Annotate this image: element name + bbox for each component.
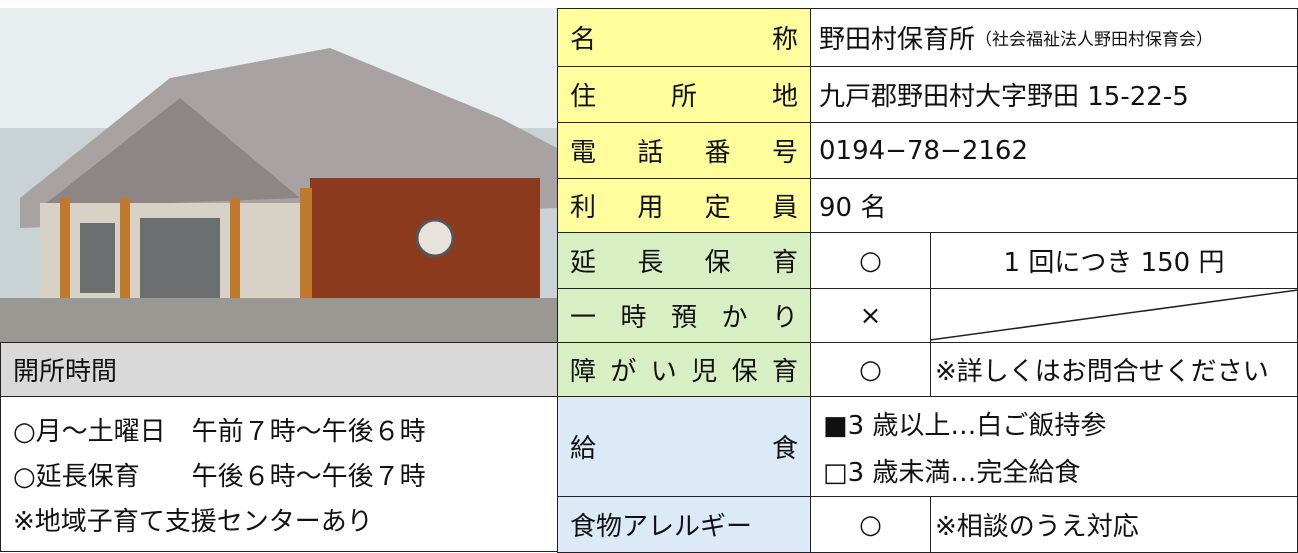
row-detail: 1 回につき 150 円 (930, 232, 1298, 289)
row-mark: × (810, 288, 931, 343)
value-text: 0194−78−2162 (819, 135, 1028, 166)
value-text: 90 名 (819, 193, 887, 223)
hours-line: ※地域子育て支援センターあり (13, 506, 373, 537)
label-text: 住所地 (570, 82, 798, 112)
hours-title: 開所時間 (0, 342, 558, 397)
hours-box: ○月～土曜日 午前７時～午後６時 ○延長保育 午後６時～午後７時 ※地域子育て支… (0, 396, 558, 552)
row-label: 延長保育 (557, 232, 811, 289)
row-mark: ○ (810, 342, 931, 397)
slash (930, 289, 1298, 341)
row-mark: ○ (810, 232, 931, 289)
label-text: 利用定員 (570, 193, 798, 223)
row-value: 90 名 (810, 178, 1298, 233)
label-text: 食物アレルギー (570, 512, 753, 542)
row-label: 給食 (557, 396, 811, 497)
row-label: 利用定員 (557, 178, 811, 233)
row-mark: ○ (810, 496, 931, 553)
label-text: 障がい児保育 (570, 357, 798, 387)
value-text: 九戸郡野田村大字野田 15-22-5 (819, 82, 1189, 112)
row-label: 一時預かり (557, 288, 811, 343)
label-text: 名称 (570, 25, 798, 55)
value-line: ■3 歳以上…白ご飯持参 (823, 410, 1107, 441)
row-detail: ※詳しくはお問合せください (930, 342, 1298, 397)
label-text: 延長保育 (570, 248, 798, 278)
row-label: 住所地 (557, 66, 811, 123)
row-label: 食物アレルギー (557, 496, 811, 553)
label-text: 電話番号 (570, 138, 798, 168)
row-value: 0194−78−2162 (810, 122, 1298, 179)
hours-line: ○延長保育 午後６時～午後７時 (13, 461, 426, 492)
row-label: 障がい児保育 (557, 342, 811, 397)
hours-line: ○月～土曜日 午前７時～午後６時 (13, 416, 426, 447)
row-value: ■3 歳以上…白ご飯持参 □3 歳未満…完全給食 (810, 396, 1298, 497)
value-line: □3 歳未満…完全給食 (823, 457, 1081, 488)
value-text: 野田村保育所 (819, 25, 976, 55)
row-value: 九戸郡野田村大字野田 15-22-5 (810, 66, 1298, 123)
row-label: 名称 (557, 8, 811, 67)
building-photo (0, 8, 557, 342)
row-label: 電話番号 (557, 122, 811, 179)
value-note: （社会福祉法人野田村保育会） (975, 30, 1214, 50)
label-text: 一時預かり (570, 303, 798, 333)
row-detail: ※相談のうえ対応 (930, 496, 1298, 553)
row-value: 野田村保育所 （社会福祉法人野田村保育会） (810, 8, 1298, 67)
label-text: 給食 (570, 434, 798, 464)
